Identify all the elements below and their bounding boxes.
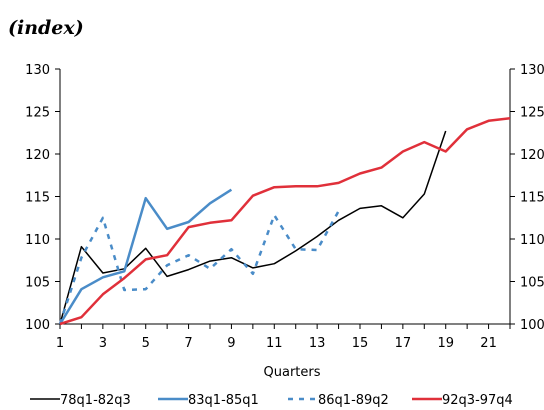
series-line-1 [58,188,233,325]
legend: 78q1-82q3 83q1-85q1 86q1-89q2 92q3-97q4 [30,393,513,408]
y-tick-label-left: 115 [25,191,50,206]
x-tick-label: 21 [480,336,497,351]
y-tick-label-right: 110 [520,233,544,248]
y-tick-label-right: 115 [520,191,544,206]
y-tick-label-left: 105 [25,276,50,291]
legend-label-2: 86q1-89q2 [318,393,389,408]
x-tick-label: 7 [184,336,192,351]
y-tick-label-right: 105 [520,276,544,291]
y-tick-label-right: 130 [520,63,544,78]
x-tick-label: 1 [56,336,64,351]
y-tick-label-left: 100 [25,318,50,333]
y-tick-label-right: 125 [520,106,544,121]
y-tick-label-left: 110 [25,233,50,248]
x-tick-label: 19 [437,336,454,351]
y-tick-label-left: 125 [25,106,50,121]
series-line-0 [59,130,447,325]
chart-title: (index) [8,17,84,39]
legend-label-0: 78q1-82q3 [60,393,131,408]
y-tick-label-left: 120 [25,148,50,163]
legend-label-1: 83q1-85q1 [188,393,259,408]
y-tick-label-right: 120 [520,148,544,163]
x-tick-label: 3 [99,336,107,351]
x-tick-label: 17 [395,336,412,351]
x-tick-label: 15 [352,336,369,351]
x-tick-label: 9 [227,336,235,351]
x-tick-label: 13 [309,336,326,351]
series-line-3 [59,117,511,326]
y-tick-label-left: 130 [25,63,50,78]
x-tick-label: 5 [142,336,150,351]
legend-label-3: 92q3-97q4 [442,393,513,408]
x-tick-label: 11 [266,336,283,351]
x-axis-label: Quarters [264,365,321,380]
series-layer [58,117,511,326]
y-tick-label-right: 100 [520,318,544,333]
series-line-2 [58,210,340,325]
